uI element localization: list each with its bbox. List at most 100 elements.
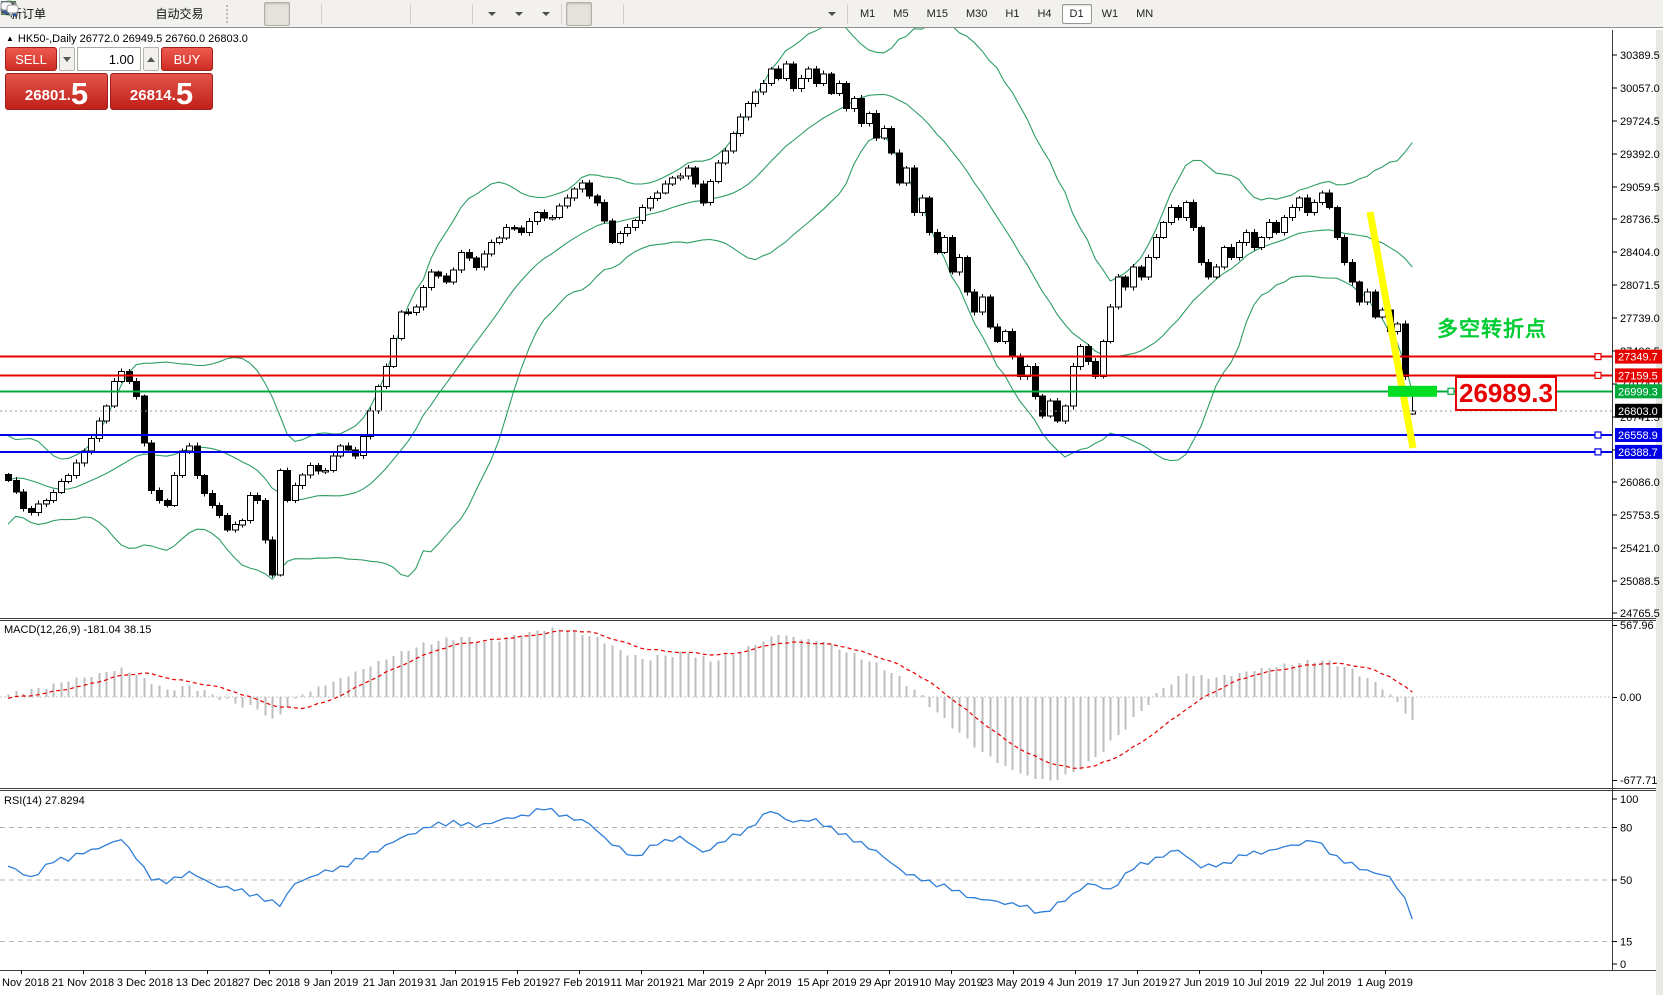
line-selection-marker[interactable] (1447, 387, 1455, 395)
candle-body (209, 492, 216, 506)
crosshair-icon[interactable] (1, 1, 619, 26)
timeframe-h4[interactable]: H4 (1029, 4, 1059, 24)
timeframe-m15[interactable]: M15 (919, 4, 956, 24)
axis-price-label: 26999.3 (1618, 386, 1658, 398)
candle-body (579, 182, 586, 190)
periods-dropdown[interactable] (1, 1, 530, 26)
line-selection-marker[interactable] (1594, 371, 1602, 379)
date-axis-label: 2 Apr 2019 (738, 977, 791, 989)
buy-price: 26814. (129, 87, 176, 104)
date-axis-label: 1 Aug 2019 (1357, 977, 1413, 989)
right-edge-strip (1656, 30, 1663, 995)
date-axis-label: 4 Jun 2019 (1048, 977, 1102, 989)
chart-shift-icon[interactable] (2, 2, 468, 26)
line-selection-marker[interactable] (1594, 431, 1602, 439)
timeframe-m1[interactable]: M1 (852, 4, 883, 24)
buy-button[interactable]: BUY (161, 47, 213, 71)
templates-icon[interactable] (1, 2, 557, 26)
candle-body (1130, 266, 1137, 288)
horizontal-line-icon[interactable] (1, 2, 681, 26)
price-axis-tick-label: 29724.5 (1620, 116, 1660, 128)
cursor-icon[interactable] (4, 1, 593, 26)
candle-body (1341, 237, 1348, 263)
line-selection-marker[interactable] (1594, 448, 1602, 456)
buy-price-panel[interactable]: 26814. 5 (110, 73, 213, 110)
candle-body (352, 449, 359, 457)
candle-body (383, 366, 390, 388)
text-label-icon[interactable]: T (1, 2, 816, 26)
date-axis-label: 15 Apr 2019 (797, 977, 856, 989)
zoom-in-icon[interactable] (2, 1, 352, 26)
new-chart-dropdown[interactable] (1, 2, 503, 26)
volume-input[interactable] (78, 48, 140, 70)
new-order-button[interactable]: 新订单 (4, 3, 52, 25)
autotrading-button[interactable]: 自动交易 (0, 1, 222, 26)
timeframe-d1[interactable]: D1 (1061, 3, 1092, 24)
candle-body (556, 205, 563, 219)
candle-body (1047, 400, 1054, 417)
vertical-line-icon[interactable] (6, 1, 654, 26)
search-icon[interactable] (2, 2, 1619, 26)
arrows-dropdown[interactable] (4, 2, 843, 26)
volume-down-button[interactable] (59, 47, 75, 71)
price-axis-tick-label: 24765.5 (1620, 608, 1660, 620)
axis-price-label: 26388.7 (1618, 447, 1658, 459)
candle-body (1364, 291, 1371, 303)
timeframe-m30[interactable]: M30 (958, 4, 995, 24)
highlight-zone-rect[interactable] (1388, 385, 1437, 397)
candle-body (639, 207, 646, 222)
date-axis-label: 13 Dec 2018 (176, 977, 238, 989)
chat-icon[interactable] (0, 1, 1651, 26)
tile-windows-icon[interactable] (1, 1, 406, 26)
timeframe-w1[interactable]: W1 (1094, 4, 1127, 24)
candle-body (526, 221, 533, 233)
candle-body (1334, 207, 1341, 238)
candle-body (685, 167, 692, 177)
collapse-triangle-icon[interactable]: ▲ (6, 34, 14, 43)
bollinger-middle-band (7, 93, 1413, 501)
timeframe-mn[interactable]: MN (1128, 4, 1161, 24)
axis-price-label-box (1615, 384, 1662, 399)
candle-body (1205, 261, 1212, 278)
candle-body (1100, 341, 1107, 377)
candle-body (315, 465, 322, 472)
equidistant-channel-icon[interactable]: E (1, 1, 735, 26)
candle-body (216, 504, 223, 516)
candle-body (435, 271, 442, 277)
auto-scroll-icon[interactable] (2, 2, 441, 26)
sell-price-panel[interactable]: 26801. 5 (5, 73, 108, 110)
volume-up-button[interactable] (143, 47, 159, 71)
date-axis-label: 21 Nov 2018 (52, 977, 114, 989)
zoom-out-icon[interactable] (2, 1, 379, 26)
signals-icon[interactable] (1, 0, 133, 26)
candle-body (541, 212, 548, 219)
toolbar-separator (472, 3, 474, 24)
candle-body (994, 326, 1001, 343)
candle-body (481, 253, 488, 268)
price-axis-tick-label: 28404.0 (1620, 247, 1660, 259)
trendline-icon[interactable] (1, 2, 708, 26)
timeframe-m5[interactable]: M5 (885, 4, 916, 24)
price-axis-tick-label: 25421.0 (1620, 543, 1660, 555)
line-chart-icon[interactable] (1, 2, 317, 26)
bollinger-upper-band (7, 23, 1413, 460)
candle-body (518, 227, 525, 233)
line-selection-marker[interactable] (1594, 353, 1602, 361)
rsi-line (7, 807, 1413, 920)
candle-body (65, 475, 72, 483)
gold-icon[interactable] (1, 2, 79, 26)
text-icon[interactable]: A (3, 1, 789, 26)
price-tag-label[interactable]: 26989.3 (1455, 376, 1557, 411)
candle-body (745, 103, 752, 118)
candle-body (1221, 246, 1228, 268)
candle-body (277, 470, 284, 576)
community-icon[interactable] (3, 2, 106, 26)
bar-chart-icon[interactable] (2, 2, 263, 26)
trend-line-annotation[interactable] (1366, 211, 1417, 449)
fibonacci-icon[interactable]: F (2, 2, 762, 26)
candlestick-icon[interactable] (3, 1, 291, 26)
turning-point-annotation[interactable]: 多空转折点 (1437, 318, 1547, 341)
sell-button[interactable]: SELL (5, 47, 57, 71)
candle-body (503, 227, 510, 239)
timeframe-h1[interactable]: H1 (997, 4, 1027, 24)
